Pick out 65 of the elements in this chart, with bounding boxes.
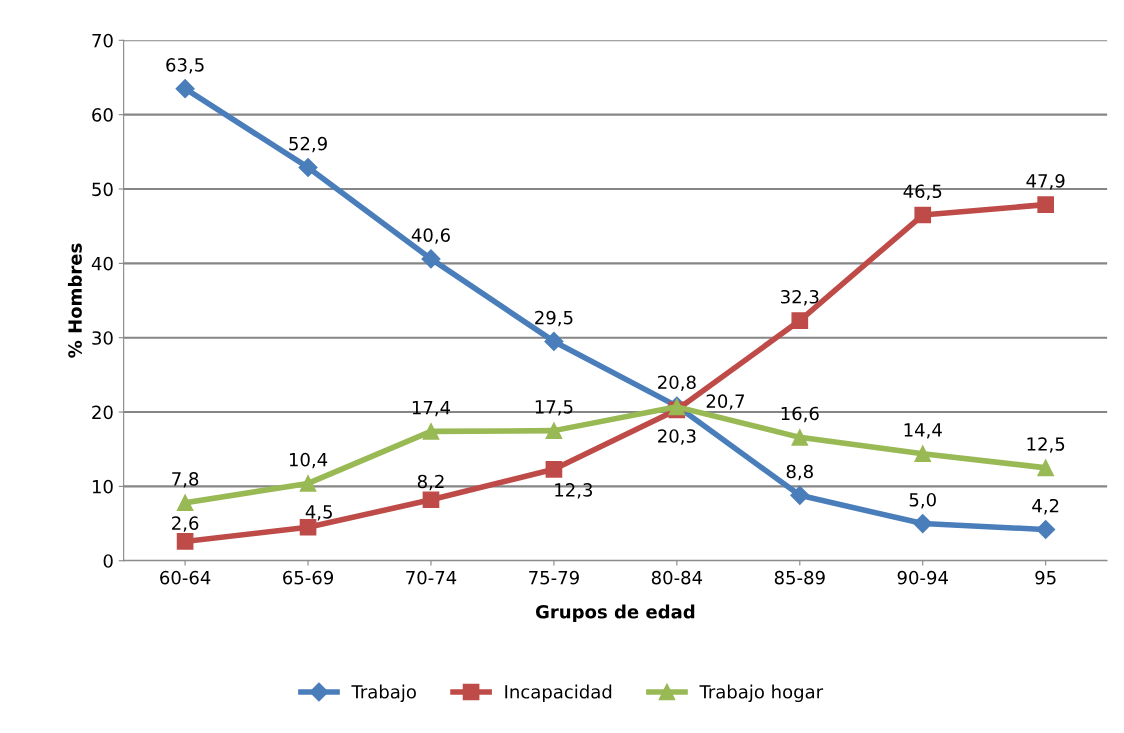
y-tick-label: 70	[92, 33, 113, 48]
data-label: 12,3	[555, 483, 593, 499]
point	[175, 79, 195, 99]
y-tick-label: 60	[92, 108, 113, 122]
data-label: 17,5	[535, 400, 573, 416]
x-axis-title: Grupos de edad	[535, 604, 695, 623]
data-label: 40,6	[411, 228, 450, 244]
legend-label: Incapacidad	[505, 684, 612, 703]
x-tick-label: 65-69	[283, 570, 334, 585]
y-tick-label: 0	[103, 554, 113, 568]
data-label: 16,6	[781, 406, 819, 423]
y-tick-label: 40	[91, 256, 113, 271]
data-label: 52,9	[289, 136, 327, 153]
data-label: 47,9	[1026, 173, 1065, 190]
data-label: 2,6	[172, 516, 199, 532]
data-label: 17,4	[412, 400, 451, 417]
data-label: 20,7	[706, 394, 745, 410]
point	[791, 312, 809, 329]
x-tick-label: 60-64	[160, 570, 211, 585]
data-label: 4,5	[305, 505, 332, 521]
point	[790, 485, 810, 505]
point	[913, 514, 933, 534]
x-tick-label: 95	[1035, 570, 1056, 585]
point	[176, 494, 194, 512]
data-label: 32,3	[781, 289, 819, 306]
point	[1037, 196, 1055, 213]
data-label: 12,5	[1027, 437, 1065, 453]
data-label: 20,3	[658, 429, 696, 445]
x-tick-label: 70-74	[406, 570, 457, 585]
point	[544, 331, 564, 351]
point	[1037, 459, 1055, 477]
data-label: 63,5	[166, 58, 204, 74]
y-axis-title: % Hombres	[67, 243, 82, 358]
data-label: 29,5	[535, 310, 573, 327]
point	[791, 428, 809, 446]
x-tick-label: 75-79	[529, 570, 579, 585]
y-tick-label: 20	[92, 405, 113, 420]
point	[914, 445, 932, 463]
point	[176, 533, 194, 550]
x-tick-label: 85-89	[774, 570, 825, 585]
data-label: 8,2	[417, 474, 444, 491]
y-tick-label: 30	[92, 331, 113, 345]
point	[914, 206, 932, 224]
point	[421, 249, 441, 269]
data-label: 5,0	[909, 492, 936, 509]
y-tick-label: 50	[92, 182, 113, 197]
legend-label: Trabajo hogar	[699, 684, 824, 703]
data-label: 14,4	[904, 423, 942, 439]
data-label: 4,2	[1032, 498, 1059, 515]
data-label: 20,8	[658, 375, 696, 391]
point	[1036, 519, 1056, 540]
point	[422, 423, 440, 440]
x-tick-label: 80-84	[651, 570, 703, 585]
point	[545, 422, 563, 439]
data-label: 46,5	[903, 184, 942, 200]
legend-label: Trabajo	[351, 684, 416, 703]
data-label: 10,4	[289, 452, 328, 469]
data-label: 7,8	[172, 472, 199, 488]
point	[545, 460, 563, 478]
point	[422, 491, 440, 509]
data-label: 8,8	[786, 464, 813, 481]
x-tick-label: 90-94	[897, 570, 948, 585]
point	[299, 475, 317, 492]
point	[298, 157, 318, 177]
y-tick-label: 10	[92, 479, 113, 494]
